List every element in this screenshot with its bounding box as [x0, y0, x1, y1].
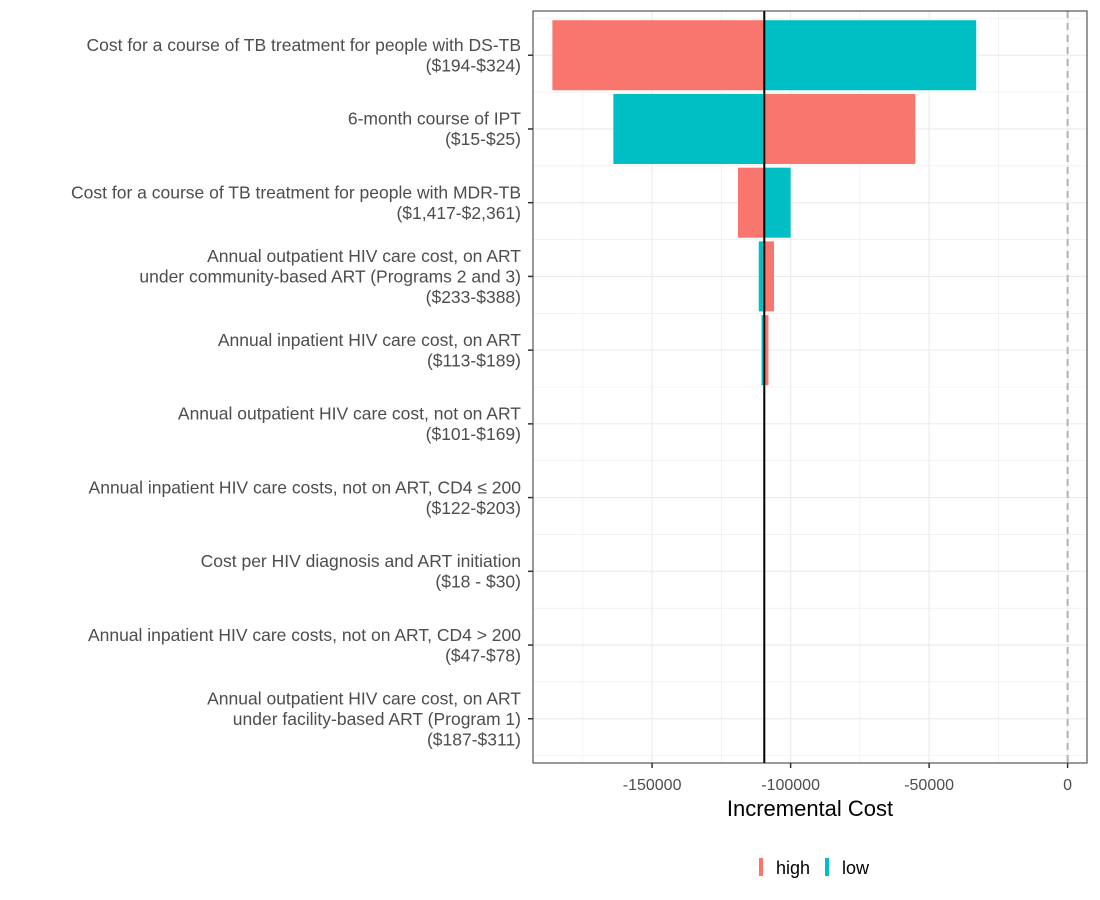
y-axis-label-line: under facility-based ART (Program 1)	[233, 709, 521, 729]
y-axis-label-line: Cost for a course of TB treatment for pe…	[87, 35, 521, 55]
y-axis-label-line: ($101-$169)	[426, 424, 521, 444]
y-axis-label-line: Cost for a course of TB treatment for pe…	[71, 182, 521, 202]
y-axis-label: Cost for a course of TB treatment for pe…	[87, 35, 521, 75]
x-tick-label: -50000	[904, 777, 954, 794]
x-tick-label: 0	[1063, 777, 1072, 794]
bar-high-2	[737, 167, 765, 238]
y-axis-label: Annual inpatient HIV care cost, on ART ($…	[218, 330, 521, 371]
plot-panel-border	[532, 10, 1088, 764]
y-axis-label-line: Annual outpatient HIV care cost, on ART	[207, 246, 521, 266]
bar-high-4	[764, 315, 769, 386]
y-axis-label-line: ($1,417-$2,361)	[396, 203, 521, 223]
bar-low-4	[761, 315, 765, 386]
x-tick-label: -150000	[623, 777, 682, 794]
y-axis-label: Cost per HIV diagnosis and ART initiatio…	[201, 551, 521, 592]
bar-low-2	[764, 167, 791, 238]
y-axis-label-line: Annual inpatient HIV care costs, not on …	[88, 625, 521, 645]
y-axis-label: Annual inpatient HIV care costs, not on …	[88, 625, 521, 666]
bar-high-0	[552, 20, 765, 91]
y-axis-label-line: ($187-$311)	[427, 729, 521, 749]
bar-high-1	[764, 93, 916, 164]
y-axis-label-line: Annual outpatient HIV care cost, on ART	[207, 688, 521, 708]
y-axis-labels: Cost for a course of TB treatment for pe…	[71, 35, 533, 749]
y-axis-label-line: Cost per HIV diagnosis and ART initiatio…	[201, 551, 521, 571]
legend-key-high	[759, 858, 763, 876]
y-axis-label-line: ($194-$324)	[426, 55, 521, 75]
y-axis-label: Annual inpatient HIV care costs, not on …	[89, 477, 522, 518]
y-axis-label-line: ($233-$388)	[426, 287, 521, 307]
legend-label-low: low	[842, 858, 870, 878]
y-axis-label: Annual outpatient HIV care cost, not on …	[178, 404, 521, 445]
y-axis-label-line: 6-month course of IPT	[348, 109, 521, 129]
bar-low-0	[764, 20, 977, 91]
y-axis-label: 6-month course of IPT ($15-$25)	[348, 109, 521, 150]
reference-lines	[763, 11, 1069, 763]
y-axis-label: Annual outpatient HIV care cost, on ART u…	[139, 246, 521, 307]
y-axis-label-line: ($18 - $30)	[435, 572, 521, 592]
y-axis-label-line: Annual outpatient HIV care cost, not on …	[178, 404, 521, 424]
legend: high low	[759, 858, 870, 878]
y-axis-label: Annual outpatient HIV care cost, on ART u…	[207, 688, 521, 749]
bar-high-3	[764, 241, 774, 312]
y-axis-label-line: ($113-$189)	[427, 350, 521, 370]
legend-label-high: high	[776, 858, 810, 878]
y-axis-label-line: Annual inpatient HIV care cost, on ART	[218, 330, 521, 350]
bar-low-1	[613, 93, 765, 164]
y-axis-label: Cost for a course of TB treatment for pe…	[71, 182, 521, 223]
bar-low-3	[758, 241, 765, 312]
y-axis-label-line: ($122-$203)	[426, 498, 521, 518]
y-axis-label-line: ($47-$78)	[445, 645, 521, 665]
bars	[552, 20, 977, 386]
x-axis-ticks: -150000 -100000 -50000 0	[623, 763, 1072, 794]
legend-key-low	[825, 858, 829, 876]
y-axis-label-line: Annual inpatient HIV care costs, not on …	[89, 477, 522, 497]
x-tick-label: -100000	[761, 777, 820, 794]
x-axis-title: Incremental Cost	[727, 796, 893, 821]
y-axis-label-line: ($15-$25)	[445, 129, 521, 149]
y-axis-label-line: under community-based ART (Programs 2 an…	[139, 266, 521, 286]
